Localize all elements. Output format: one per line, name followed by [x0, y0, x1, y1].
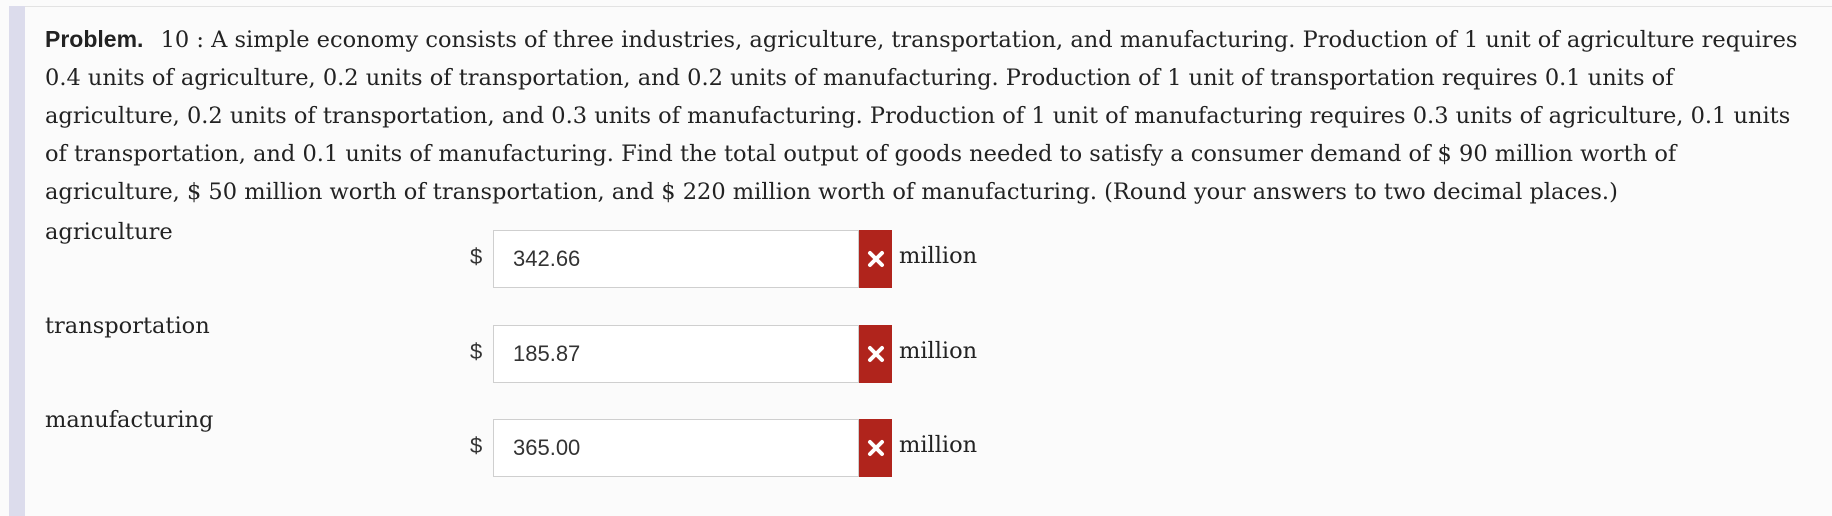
top-divider — [25, 6, 1832, 7]
unit-label: million — [899, 338, 978, 364]
incorrect-indicator — [859, 325, 892, 383]
left-accent-bar — [9, 6, 25, 516]
close-icon — [867, 440, 884, 456]
currency-symbol: $ — [470, 244, 483, 269]
currency-symbol: $ — [470, 433, 483, 458]
problem-label: Problem. — [45, 26, 144, 52]
answer-label-agriculture: agriculture — [45, 219, 173, 245]
answer-label-manufacturing: manufacturing — [45, 407, 214, 433]
unit-label: million — [899, 243, 978, 269]
close-icon — [867, 251, 884, 267]
transportation-answer-input[interactable] — [493, 325, 859, 383]
manufacturing-answer-input[interactable] — [493, 419, 859, 477]
currency-symbol: $ — [470, 339, 483, 364]
problem-text: A simple economy consists of three indus… — [45, 27, 1798, 205]
problem-number: 10 : — [160, 27, 204, 53]
incorrect-indicator — [859, 419, 892, 477]
close-icon — [867, 346, 884, 362]
answer-label-transportation: transportation — [45, 313, 210, 339]
problem-statement: Problem. 10 : A simple economy consists … — [45, 20, 1815, 211]
incorrect-indicator — [859, 230, 892, 288]
agriculture-answer-input[interactable] — [493, 230, 859, 288]
unit-label: million — [899, 432, 978, 458]
